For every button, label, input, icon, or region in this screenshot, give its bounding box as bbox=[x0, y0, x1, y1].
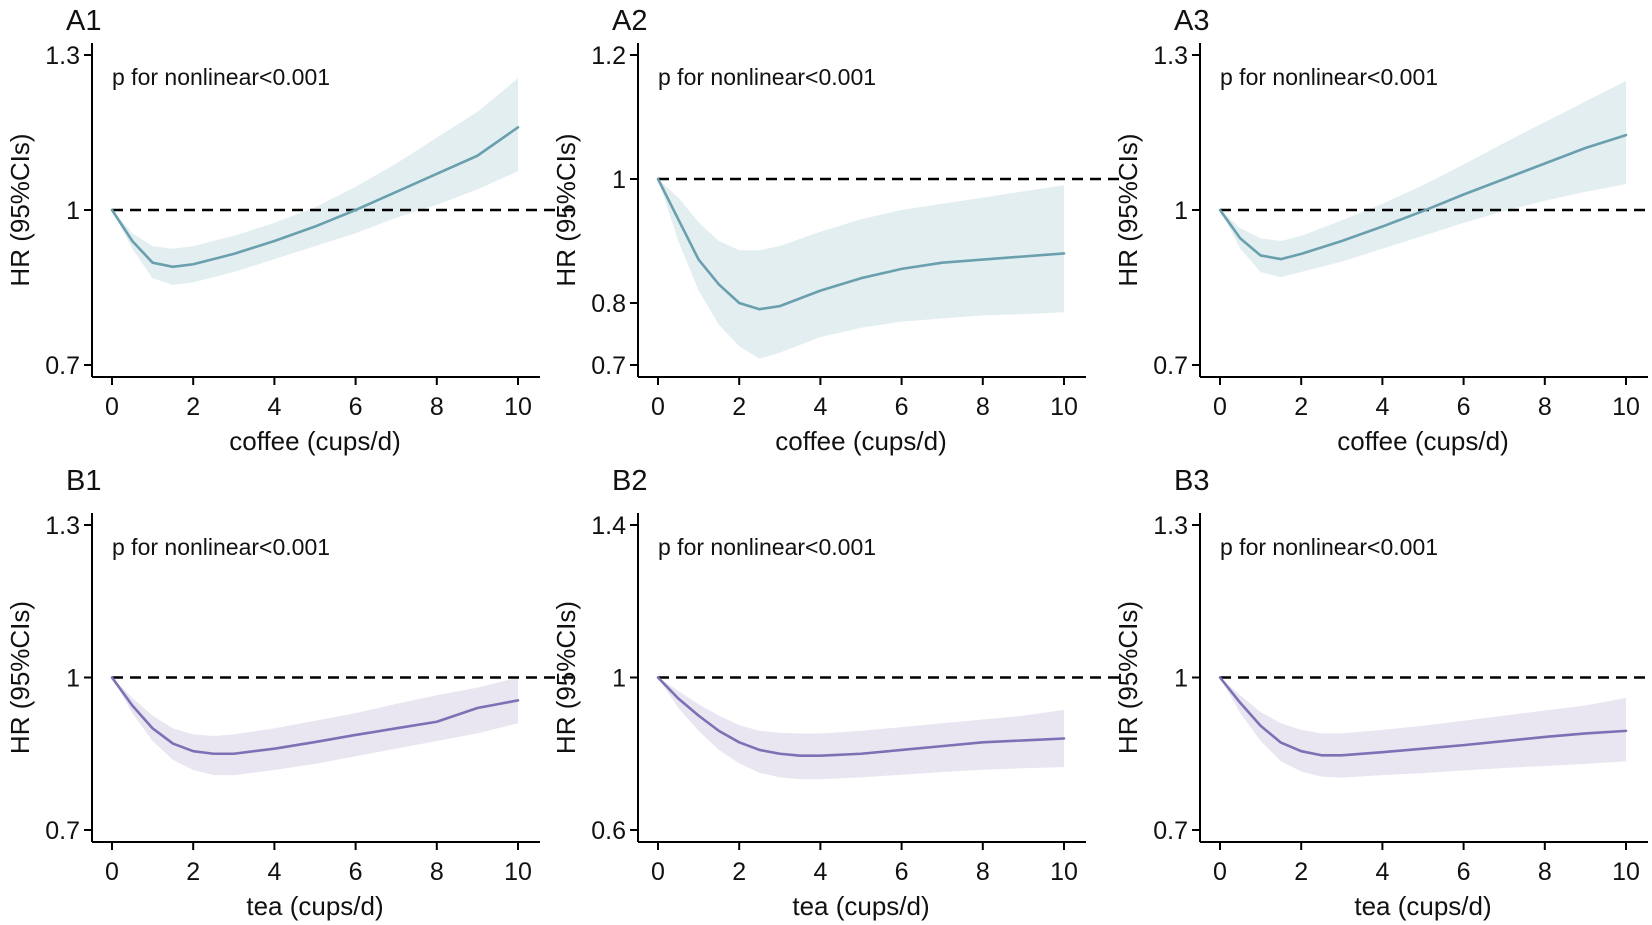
x-tick-label: 6 bbox=[895, 393, 909, 421]
x-tick-label: 0 bbox=[1213, 858, 1227, 886]
panel-label: B3 bbox=[1174, 465, 1209, 497]
y-tick-label: 1.3 bbox=[1153, 42, 1188, 70]
hr-curve bbox=[1218, 133, 1628, 261]
x-tick-label: 4 bbox=[267, 393, 281, 421]
x-axis-title: tea (cups/d) bbox=[1354, 891, 1491, 921]
x-tick-label: 6 bbox=[349, 858, 363, 886]
x-axis-title: tea (cups/d) bbox=[246, 891, 383, 921]
x-tick-label: 8 bbox=[1538, 393, 1552, 421]
hr-curve bbox=[656, 676, 1066, 757]
x-tick-label: 8 bbox=[1538, 858, 1552, 886]
panel-label: A1 bbox=[66, 5, 101, 37]
y-tick-label: 1.2 bbox=[591, 42, 626, 70]
p-nonlinear-annotation: p for nonlinear<0.001 bbox=[1220, 64, 1438, 90]
y-axis-title: HR (95%CIs) bbox=[5, 601, 35, 754]
y-tick-label: 1.3 bbox=[45, 512, 80, 540]
confidence-band bbox=[112, 78, 518, 285]
x-tick-label: 2 bbox=[732, 858, 746, 886]
hr-curve bbox=[110, 676, 520, 756]
panel-b2: B2 0.6 1 1.4 0 2 4 6 8 10 tea (cups/d) HR (95%CIs) p… bbox=[551, 465, 1119, 921]
x-tick-label: 2 bbox=[186, 393, 200, 421]
panel-a2: A2 0.7 0.8 1 1.2 0 2 4 6 8 10 coffee (cups/d) HR (95… bbox=[551, 5, 1119, 456]
x-axis-title: coffee (cups/d) bbox=[1337, 426, 1509, 456]
hr-curve bbox=[656, 177, 1066, 311]
y-tick-label: 0.7 bbox=[1153, 352, 1188, 380]
p-nonlinear-annotation: p for nonlinear<0.001 bbox=[1220, 534, 1438, 560]
confidence-band bbox=[658, 677, 1064, 780]
p-nonlinear-annotation: p for nonlinear<0.001 bbox=[112, 534, 330, 560]
y-tick-label: 1 bbox=[1174, 197, 1188, 225]
x-tick-label: 10 bbox=[1612, 858, 1640, 886]
x-tick-label: 4 bbox=[813, 393, 827, 421]
x-tick-label: 8 bbox=[430, 393, 444, 421]
confidence-band bbox=[112, 677, 518, 776]
y-tick-label: 1 bbox=[66, 197, 80, 225]
x-tick-label: 10 bbox=[1050, 393, 1078, 421]
x-tick-label: 4 bbox=[267, 858, 281, 886]
x-tick-label: 8 bbox=[976, 393, 990, 421]
y-tick-label: 0.7 bbox=[1153, 817, 1188, 845]
confidence-band bbox=[1220, 80, 1626, 278]
x-tick-label: 10 bbox=[504, 858, 532, 886]
y-axis-title: HR (95%CIs) bbox=[1113, 133, 1143, 286]
y-tick-label: 1.3 bbox=[1153, 512, 1188, 540]
y-tick-label: 0.8 bbox=[591, 290, 626, 318]
y-tick-label: 1.4 bbox=[591, 512, 626, 540]
y-tick-label: 1.3 bbox=[45, 42, 80, 70]
x-axis-title: coffee (cups/d) bbox=[775, 426, 947, 456]
x-tick-label: 6 bbox=[895, 858, 909, 886]
confidence-band bbox=[658, 179, 1064, 359]
y-axis-title: HR (95%CIs) bbox=[551, 133, 581, 286]
x-axis-title: tea (cups/d) bbox=[792, 891, 929, 921]
x-tick-label: 6 bbox=[349, 393, 363, 421]
y-tick-label: 1 bbox=[612, 166, 626, 194]
panel-label: A3 bbox=[1174, 5, 1209, 37]
hr-curve bbox=[110, 126, 520, 269]
x-tick-label: 6 bbox=[1457, 393, 1471, 421]
panel-a3: A3 0.7 1 1.3 0 2 4 6 8 10 coffee (cups/d) HR (95%CI… bbox=[1113, 5, 1652, 456]
p-nonlinear-annotation: p for nonlinear<0.001 bbox=[112, 64, 330, 90]
x-axis-title: coffee (cups/d) bbox=[229, 426, 401, 456]
x-tick-label: 2 bbox=[1294, 393, 1308, 421]
x-tick-label: 2 bbox=[1294, 858, 1308, 886]
y-tick-label: 0.7 bbox=[45, 817, 80, 845]
x-tick-label: 0 bbox=[105, 393, 119, 421]
x-tick-label: 2 bbox=[732, 393, 746, 421]
x-tick-label: 10 bbox=[1050, 858, 1078, 886]
x-tick-label: 4 bbox=[1375, 393, 1389, 421]
x-tick-label: 4 bbox=[813, 858, 827, 886]
panel-label: A2 bbox=[612, 5, 647, 37]
x-tick-label: 8 bbox=[430, 858, 444, 886]
y-tick-label: 1 bbox=[612, 665, 626, 693]
y-tick-label: 1 bbox=[1174, 665, 1188, 693]
p-nonlinear-annotation: p for nonlinear<0.001 bbox=[658, 64, 876, 90]
panel-a1: A1 0.7 1 1.3 0 2 4 6 8 10 coffee (cups/d) HR (95%CI… bbox=[5, 5, 573, 456]
confidence-band bbox=[1220, 677, 1626, 778]
y-tick-label: 0.6 bbox=[591, 817, 626, 845]
x-tick-label: 0 bbox=[105, 858, 119, 886]
x-tick-label: 2 bbox=[186, 858, 200, 886]
y-axis-title: HR (95%CIs) bbox=[1113, 601, 1143, 754]
y-tick-label: 1 bbox=[66, 665, 80, 693]
x-tick-label: 0 bbox=[1213, 393, 1227, 421]
x-tick-label: 4 bbox=[1375, 858, 1389, 886]
hr-curve bbox=[1218, 676, 1628, 757]
x-tick-label: 6 bbox=[1457, 858, 1471, 886]
x-tick-label: 10 bbox=[1612, 393, 1640, 421]
y-tick-label: 0.7 bbox=[591, 352, 626, 380]
x-tick-label: 8 bbox=[976, 858, 990, 886]
panel-b3: B3 0.7 1 1.3 0 2 4 6 8 10 tea (cups/d) HR (95%CIs) p… bbox=[1113, 465, 1652, 921]
y-tick-label: 0.7 bbox=[45, 352, 80, 380]
panel-label: B2 bbox=[612, 465, 647, 497]
panel-label: B1 bbox=[66, 465, 101, 497]
x-tick-label: 0 bbox=[651, 393, 665, 421]
x-tick-label: 0 bbox=[651, 858, 665, 886]
y-axis-title: HR (95%CIs) bbox=[551, 601, 581, 754]
y-axis-title: HR (95%CIs) bbox=[5, 133, 35, 286]
panel-b1: B1 0.7 1 1.3 0 2 4 6 8 10 tea (cups/d) HR (95%CIs) p… bbox=[5, 465, 573, 921]
x-tick-label: 10 bbox=[504, 393, 532, 421]
p-nonlinear-annotation: p for nonlinear<0.001 bbox=[658, 534, 876, 560]
